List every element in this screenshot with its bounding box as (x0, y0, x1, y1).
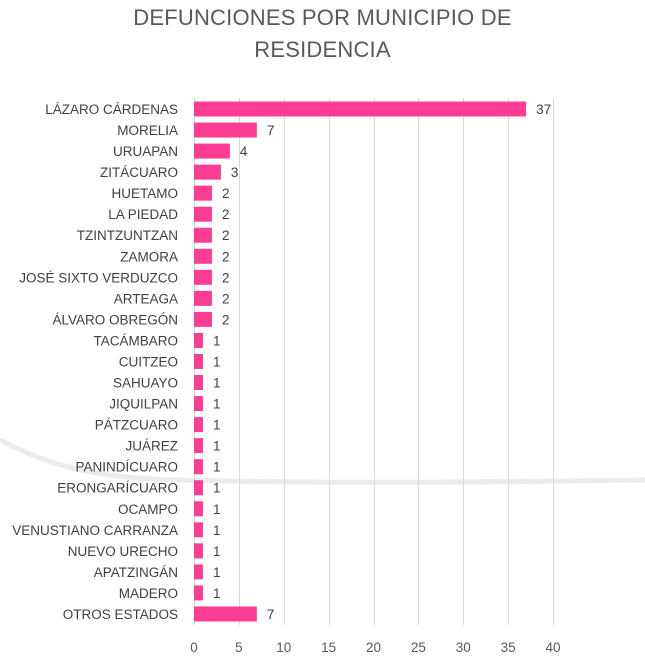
category-label: MADERO (119, 586, 178, 601)
bar (194, 101, 527, 117)
bar (194, 185, 212, 201)
category-label: OCAMPO (118, 502, 178, 517)
data-label: 1 (213, 354, 221, 369)
category-label: JIQUILPAN (109, 397, 178, 412)
bar (194, 459, 203, 475)
category-label: JUÁREZ (125, 439, 178, 454)
category-label: NUEVO URECHO (68, 544, 178, 559)
bar (194, 564, 203, 580)
bar (194, 206, 212, 222)
category-label: APATZINGÁN (94, 565, 178, 580)
x-tick-label: 25 (411, 640, 426, 655)
grid-layer (194, 98, 554, 625)
bar (194, 396, 203, 412)
bar (194, 375, 203, 391)
category-label: VENUSTIANO CARRANZA (12, 523, 178, 538)
category-label: ERONGARÍCUARO (57, 481, 178, 496)
category-label: LÁZARO CÁRDENAS (45, 102, 178, 117)
bar (194, 585, 203, 601)
data-label: 1 (213, 565, 221, 580)
x-tick-label: 5 (235, 640, 243, 655)
bar (194, 122, 257, 138)
data-label: 1 (213, 333, 221, 348)
bar (194, 269, 212, 285)
category-label: TZINTZUNTZAN (77, 228, 178, 243)
data-label: 2 (222, 291, 230, 306)
bar (194, 353, 203, 369)
x-tick-label: 10 (276, 640, 291, 655)
data-label: 1 (213, 460, 221, 475)
category-label: PANINDÍCUARO (75, 460, 178, 475)
x-tick-label: 35 (501, 640, 516, 655)
category-label: ARTEAGA (114, 291, 178, 306)
category-label: JOSÉ SIXTO VERDUZCO (19, 270, 178, 285)
category-label: OTROS ESTADOS (63, 607, 178, 622)
data-label: 1 (213, 439, 221, 454)
category-label: HUETAMO (112, 186, 179, 201)
bar (194, 164, 221, 180)
category-label: SAHUAYO (113, 376, 178, 391)
category-label: ZITÁCUARO (100, 165, 178, 180)
data-label: 7 (267, 607, 275, 622)
bar (194, 438, 203, 454)
data-label: 4 (240, 144, 248, 159)
data-label: 1 (213, 502, 221, 517)
category-label: URUAPAN (113, 144, 178, 159)
category-label: CUITZEO (119, 354, 178, 369)
data-label: 2 (222, 270, 230, 285)
bar (194, 417, 203, 433)
data-label: 2 (222, 312, 230, 327)
data-label: 1 (213, 397, 221, 412)
data-label: 2 (222, 207, 230, 222)
data-label: 37 (536, 102, 551, 117)
x-tick-label: 0 (190, 640, 198, 655)
x-tick-label: 20 (366, 640, 381, 655)
bar (194, 606, 257, 622)
bar (194, 143, 230, 159)
bar (194, 543, 203, 559)
data-label: 7 (267, 123, 275, 138)
chart-title-line-2: RESIDENCIA (254, 37, 391, 62)
x-tick-label: 40 (545, 640, 560, 655)
background-swoosh (0, 437, 645, 485)
data-label: 1 (213, 544, 221, 559)
data-label: 1 (213, 586, 221, 601)
bar (194, 501, 203, 517)
category-label: PÁTZCUARO (95, 418, 178, 433)
x-tick-label: 15 (321, 640, 336, 655)
category-label: ÁLVARO OBREGÓN (52, 312, 178, 327)
data-label: 1 (213, 481, 221, 496)
bar-layer (194, 101, 527, 622)
bar (194, 480, 203, 496)
bar (194, 227, 212, 243)
category-label: TACÁMBARO (93, 333, 178, 348)
data-label: 2 (222, 186, 230, 201)
category-label: LA PIEDAD (108, 207, 178, 222)
data-label: 1 (213, 418, 221, 433)
bar (194, 332, 203, 348)
x-tick-label: 30 (456, 640, 471, 655)
data-label: 1 (213, 376, 221, 391)
data-label: 2 (222, 249, 230, 264)
bar (194, 311, 212, 327)
data-label: 3 (231, 165, 239, 180)
bar (194, 290, 212, 306)
chart-title: DEFUNCIONES POR MUNICIPIO DE RESIDENCIA (0, 2, 645, 66)
category-label: ZAMORA (120, 249, 178, 264)
data-label: 2 (222, 228, 230, 243)
bar (194, 248, 212, 264)
chart-title-line-1: DEFUNCIONES POR MUNICIPIO DE (133, 5, 512, 30)
bar (194, 522, 203, 538)
category-label: MORELIA (117, 123, 178, 138)
data-label: 1 (213, 523, 221, 538)
